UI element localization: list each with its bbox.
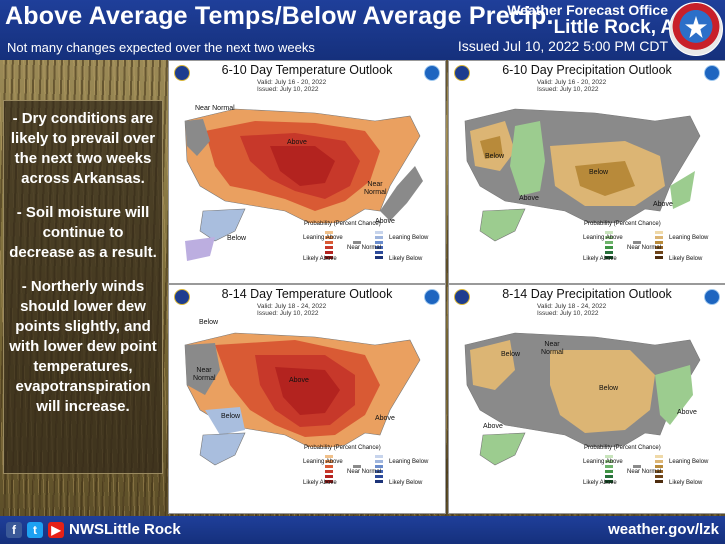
map-label: Above: [289, 377, 309, 384]
legend-likely-above: Likely Above: [303, 256, 337, 262]
map-label: Near Normal: [541, 341, 564, 356]
panel-valid-dates: Valid: July 16 - 20, 2022: [257, 79, 327, 86]
panel-issued-date: Issued: July 10, 2022: [257, 86, 319, 93]
map-label: Above: [287, 139, 307, 146]
legend-likely-below: Likely Below: [669, 256, 703, 262]
header-banner: Above Average Temps/Below Average Precip…: [0, 0, 725, 60]
map-label: Above: [375, 415, 395, 422]
map-label: Near Normal: [195, 105, 235, 112]
doc-seal-icon: [454, 289, 470, 305]
doc-seal-icon: [174, 65, 190, 81]
panel-title: 6-10 Day Precipitation Outlook: [502, 63, 672, 77]
panel-8-14-temperature: 8-14 Day Temperature Outlook Valid: July…: [168, 284, 446, 514]
map-label: Above: [677, 409, 697, 416]
panel-8-14-precipitation: 8-14 Day Precipitation Outlook Valid: Ju…: [448, 284, 725, 514]
legend-title: Probability (Percent Chance): [584, 221, 661, 227]
youtube-icon[interactable]: ▶: [48, 522, 64, 538]
noaa-seal-icon: [704, 65, 720, 81]
nws-logo-icon: [669, 2, 723, 56]
legend-leaning-below: Leaning Below: [389, 235, 429, 241]
doc-seal-icon: [174, 289, 190, 305]
facebook-icon[interactable]: f: [6, 522, 22, 538]
map-label: Below: [221, 413, 241, 420]
legend-title: Probability (Percent Chance): [584, 445, 661, 451]
panel-6-10-precipitation: 6-10 Day Precipitation Outlook Valid: Ju…: [448, 60, 725, 284]
legend-leaning-below: Leaning Below: [669, 235, 709, 241]
footer-banner: f t ▶ NWSLittle Rock weather.gov/lzk: [0, 516, 725, 544]
panel-title: 6-10 Day Temperature Outlook: [221, 63, 393, 77]
temperature-outlook-map: [184, 332, 421, 499]
panel-title: 8-14 Day Precipitation Outlook: [502, 287, 672, 301]
map-label: Above: [375, 218, 395, 225]
panel-valid-dates: Valid: July 18 - 24, 2022: [257, 303, 327, 310]
legend-title: Probability (Percent Chance): [304, 221, 381, 227]
panel-issued-date: Issued: July 10, 2022: [537, 310, 599, 317]
temperature-legend: [325, 231, 383, 259]
map-label: Near Normal: [364, 181, 387, 196]
legend-likely-below: Likely Below: [669, 480, 703, 486]
map-label: Above: [519, 195, 539, 202]
bullet-dry-conditions: - Dry conditions are likely to prevail o…: [10, 110, 156, 187]
panel-issued-date: Issued: July 10, 2022: [257, 310, 319, 317]
legend-title: Probability (Percent Chance): [304, 445, 381, 451]
precipitation-outlook-map: [464, 108, 701, 275]
legend-leaning-above: Leaning Above: [303, 459, 343, 465]
website-link[interactable]: weather.gov/lzk: [608, 521, 719, 538]
map-label: Below: [501, 351, 521, 358]
noaa-seal-icon: [704, 289, 720, 305]
precipitation-outlook-map: [464, 332, 701, 499]
legend-near-normal: Near Normal: [347, 245, 382, 251]
summary-textbox: - Dry conditions are likely to prevail o…: [3, 100, 163, 474]
panel-issued-date: Issued: July 10, 2022: [537, 86, 599, 93]
panel-6-10-temperature: 6-10 Day Temperature Outlook Valid: July…: [168, 60, 446, 284]
page-subtitle: Not many changes expected over the next …: [7, 40, 315, 55]
map-label: Below: [227, 235, 247, 242]
noaa-seal-icon: [424, 65, 440, 81]
precipitation-legend: [605, 455, 663, 483]
office-name: Weather Forecast Office: [507, 2, 668, 18]
bullet-soil-moisture: - Soil moisture will continue to decreas…: [9, 204, 157, 261]
temperature-outlook-map: [184, 108, 423, 275]
map-label: Near Normal: [193, 367, 216, 382]
page-title: Above Average Temps/Below Average Precip…: [5, 2, 554, 30]
panel-valid-dates: Valid: July 18 - 24, 2022: [537, 303, 607, 310]
map-label: Above: [483, 423, 503, 430]
legend-near-normal: Near Normal: [347, 469, 382, 475]
bullet-dew-points: - Northerly winds should lower dew point…: [9, 278, 157, 415]
issued-time: Issued Jul 10, 2022 5:00 PM CDT: [457, 38, 668, 54]
legend-likely-above: Likely Above: [583, 256, 617, 262]
legend-leaning-above: Leaning Above: [303, 235, 343, 241]
legend-likely-above: Likely Above: [583, 480, 617, 486]
social-handle[interactable]: NWSLittle Rock: [69, 521, 181, 538]
legend-likely-below: Likely Below: [389, 256, 423, 262]
doc-seal-icon: [454, 65, 470, 81]
office-city: Little Rock, AR: [553, 17, 688, 38]
legend-leaning-below: Leaning Below: [669, 459, 709, 465]
map-label: Below: [485, 153, 505, 160]
legend-near-normal: Near Normal: [627, 469, 662, 475]
legend-leaning-above: Leaning Above: [583, 235, 623, 241]
temperature-legend: [325, 455, 383, 483]
legend-leaning-above: Leaning Above: [583, 459, 623, 465]
precipitation-legend: [605, 231, 663, 259]
legend-likely-above: Likely Above: [303, 480, 337, 486]
legend-likely-below: Likely Below: [389, 480, 423, 486]
panel-title: 8-14 Day Temperature Outlook: [221, 287, 393, 301]
map-label: Below: [589, 169, 609, 176]
legend-leaning-below: Leaning Below: [389, 459, 429, 465]
map-label: Below: [599, 385, 619, 392]
noaa-seal-icon: [424, 289, 440, 305]
legend-near-normal: Near Normal: [627, 245, 662, 251]
twitter-icon[interactable]: t: [27, 522, 43, 538]
map-label: Above: [653, 201, 673, 208]
map-label: Below: [199, 319, 219, 326]
panel-valid-dates: Valid: July 16 - 20, 2022: [537, 79, 607, 86]
